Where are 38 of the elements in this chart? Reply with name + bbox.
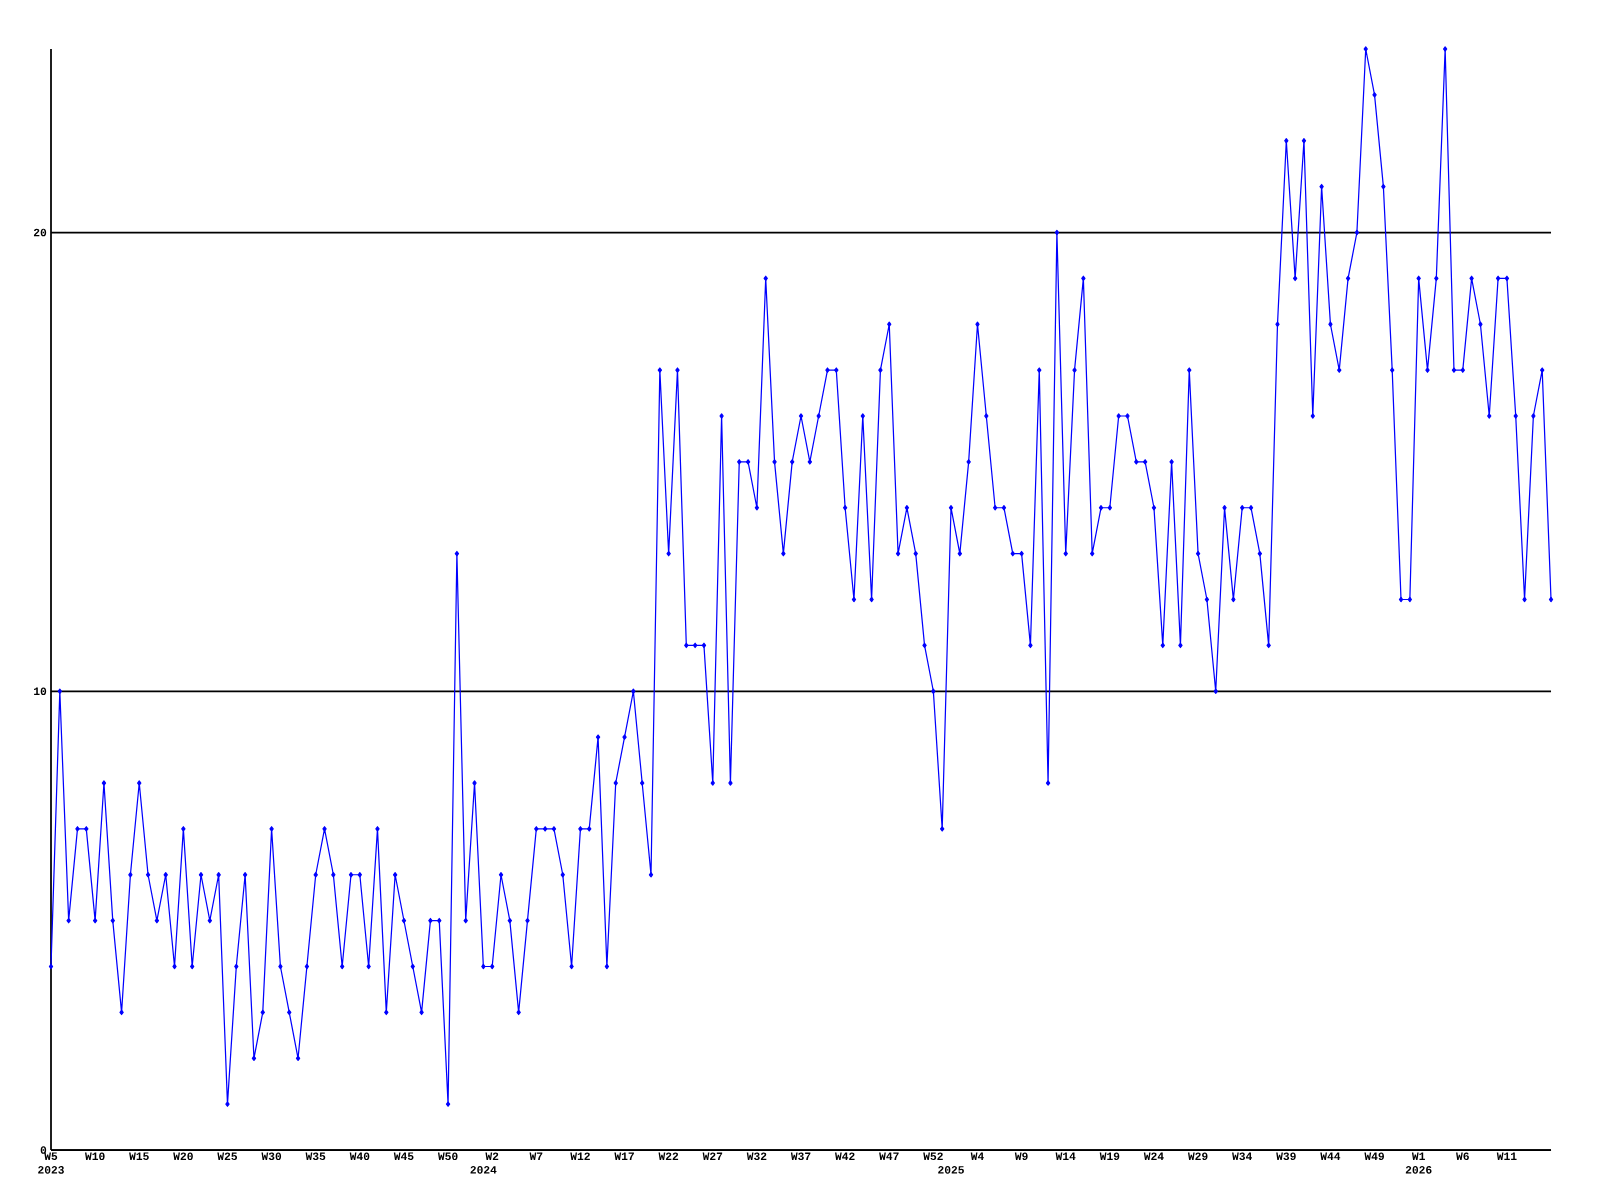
- x-tick-label: W15: [129, 1152, 149, 1160]
- x-tick-label: W40: [349, 1152, 370, 1161]
- y-tick-label: 10: [34, 687, 47, 696]
- x-tick-label: W32: [746, 1152, 767, 1161]
- x-tick-label: W1 2026: [1405, 1152, 1432, 1174]
- x-tick-label: W49: [1364, 1152, 1384, 1161]
- x-tick-label: W27: [702, 1152, 723, 1160]
- x-tick-label: W4: [970, 1152, 984, 1160]
- x-tick-label: W12: [570, 1152, 590, 1160]
- x-tick-label: W14: [1055, 1152, 1076, 1160]
- x-tick-label: W25: [217, 1152, 238, 1161]
- x-tick-label: W47: [879, 1152, 899, 1160]
- x-tick-label: W44: [1320, 1152, 1341, 1160]
- x-tick-label: W35: [305, 1152, 326, 1161]
- x-tick-label: W7: [529, 1152, 543, 1160]
- x-tick-label: W50: [437, 1152, 458, 1161]
- x-tick-label: W6: [1456, 1152, 1469, 1161]
- x-tick-label: W52: [923, 1152, 943, 1161]
- y-tick-label: 20: [33, 228, 47, 237]
- x-tick-label: W29: [1187, 1152, 1208, 1161]
- x-tick-label: W39: [1276, 1152, 1296, 1161]
- x-tick-label: W30: [261, 1152, 282, 1161]
- x-tick-label: W22: [658, 1152, 679, 1160]
- x-tick-label: W37: [790, 1152, 811, 1161]
- y-tick-label: 0: [40, 1146, 47, 1154]
- x-tick-label: W10: [85, 1152, 105, 1161]
- x-tick-label: W20: [173, 1152, 193, 1161]
- x-tick-label: 2025: [938, 1166, 964, 1174]
- x-tick-label: W24: [1143, 1152, 1164, 1160]
- x-tick-label: W42: [835, 1152, 855, 1160]
- x-tick-label: W11: [1496, 1152, 1517, 1160]
- x-tick-label: W34: [1232, 1152, 1252, 1161]
- x-tick-label: W9: [1014, 1152, 1028, 1161]
- x-tick-label: W19: [1099, 1152, 1120, 1161]
- x-tick-label: W17: [614, 1152, 634, 1160]
- x-tick-label: W2: [485, 1152, 499, 1160]
- x-tick-label: 2024: [470, 1166, 497, 1174]
- x-tick-label: W45: [393, 1152, 414, 1160]
